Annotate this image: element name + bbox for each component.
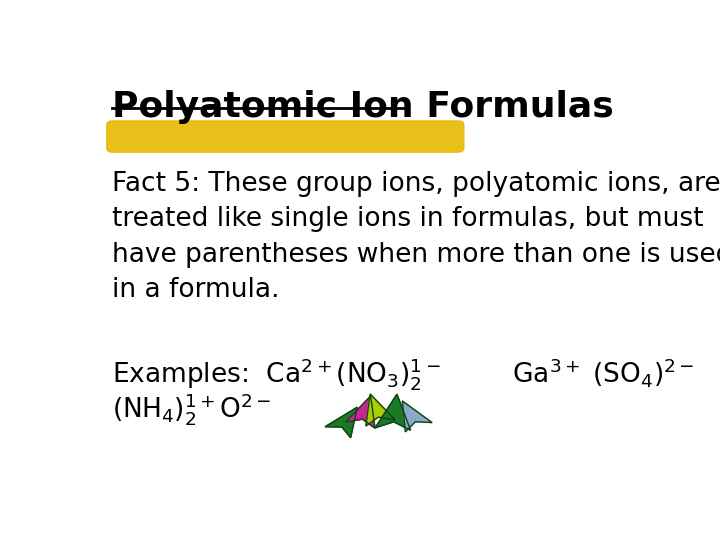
Text: have parentheses when more than one is used: have parentheses when more than one is u…: [112, 241, 720, 267]
Polygon shape: [346, 396, 375, 428]
Polygon shape: [325, 407, 357, 438]
Text: treated like single ions in formulas, but must: treated like single ions in formulas, bu…: [112, 206, 704, 232]
Text: Fact 5: These group ions, polyatomic ions, are: Fact 5: These group ions, polyatomic ion…: [112, 171, 720, 197]
Polygon shape: [375, 394, 410, 430]
Polygon shape: [366, 394, 395, 426]
Text: Examples:  Ca$^{2+}$(NO$_3$)$^{1-}_{2}$        Ga$^{3+}$ (SO$_4$)$^{2-}$: Examples: Ca$^{2+}$(NO$_3$)$^{1-}_{2}$ G…: [112, 356, 695, 392]
Text: in a formula.: in a formula.: [112, 277, 280, 303]
Text: (NH$_4$)$^{1+}_{2}$O$^{2-}$: (NH$_4$)$^{1+}_{2}$O$^{2-}$: [112, 391, 271, 427]
Polygon shape: [402, 401, 432, 432]
FancyBboxPatch shape: [107, 121, 464, 152]
Text: Polyatomic Ion Formulas: Polyatomic Ion Formulas: [112, 90, 614, 124]
